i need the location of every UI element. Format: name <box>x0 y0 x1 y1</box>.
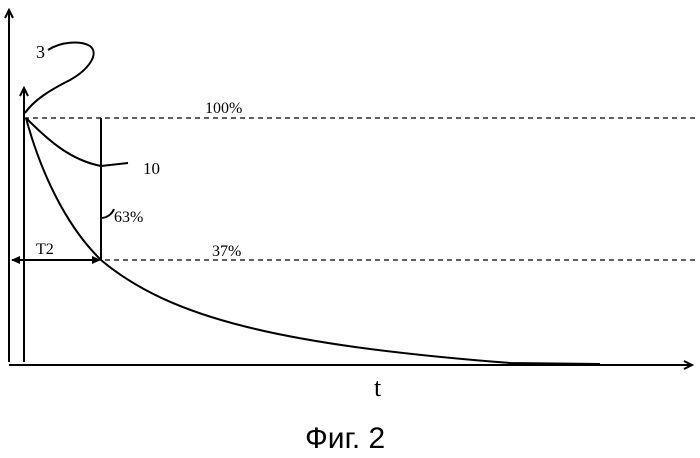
figure-caption: Фиг. 2 <box>305 422 385 455</box>
delta-63-leader <box>101 209 114 218</box>
level-37-label: 37% <box>212 243 241 260</box>
curve-10-label: 10 <box>143 159 160 178</box>
x-axis-label: t <box>374 373 382 402</box>
t2-left-arrowhead <box>11 256 20 264</box>
level-100-label: 100% <box>205 100 242 117</box>
curve-3-label: 3 <box>36 42 45 62</box>
t2-right-arrowhead <box>92 256 101 264</box>
delta-63-label: 63% <box>114 209 143 226</box>
decay-curve <box>26 118 600 364</box>
initial-slope-curve <box>26 118 128 166</box>
t2-label: T2 <box>36 241 54 258</box>
